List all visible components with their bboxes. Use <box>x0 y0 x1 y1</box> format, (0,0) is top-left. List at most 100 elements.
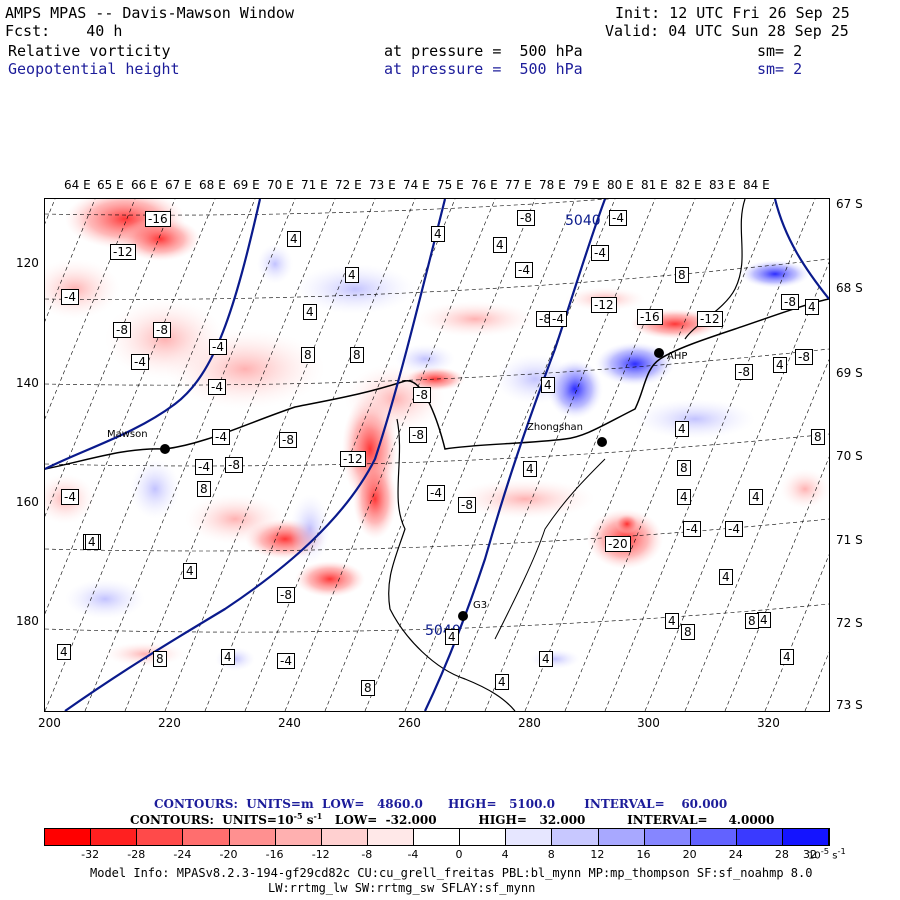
ice-boundary-east <box>494 458 606 640</box>
vorticity-contour-label: -4 <box>549 311 567 327</box>
vorticity-contour-label: -8 <box>517 210 535 226</box>
lon-tick-label: 75 E <box>437 178 464 192</box>
parallel-line <box>45 518 829 552</box>
colorbar-swatch <box>275 829 322 845</box>
meridian-line <box>84 199 296 711</box>
vorticity-contour-label: 8 <box>745 613 759 629</box>
vorticity-contour-label: -4 <box>208 379 226 395</box>
x-tick-label: 300 <box>637 716 660 730</box>
vorticity-cell <box>295 561 365 597</box>
parallel-line <box>45 348 829 386</box>
vorticity-cell <box>635 399 755 439</box>
lon-tick-label: 79 E <box>573 178 600 192</box>
height-contour <box>64 199 447 711</box>
meridian-line <box>484 199 696 711</box>
vorticity-contour-label: 8 <box>675 267 689 283</box>
lon-tick-label: 68 E <box>199 178 226 192</box>
lon-tick-label: 64 E <box>64 178 91 192</box>
vorticity-contour-label: 4 <box>495 674 509 690</box>
lon-tick-label: 74 E <box>403 178 430 192</box>
colorbar-swatch <box>137 829 184 845</box>
colorbar-tick-label: 0 <box>455 848 463 861</box>
colorbar-swatch <box>414 829 461 845</box>
colorbar-swatch <box>552 829 599 845</box>
lon-tick-label: 84 E <box>743 178 770 192</box>
station-label: G3 <box>473 600 487 611</box>
vorticity-contour-label: 8 <box>361 680 375 696</box>
field2-smoothing: sm= 2 <box>757 60 803 78</box>
contour-range: LOW= -32.000 HIGH= 32.000 INTERVAL= 4.00… <box>322 813 775 827</box>
y-tick-label: 120 <box>16 256 39 270</box>
vorticity-contour-label: 4 <box>221 649 235 665</box>
vorticity-cell <box>740 260 810 288</box>
vorticity-contour-label: 8 <box>153 651 167 667</box>
colorbar-swatch <box>367 829 414 845</box>
vorticity-contour-label: -4 <box>61 289 79 305</box>
contour-units-exp: -5 <box>293 811 303 821</box>
vorticity-contour-label: -8 <box>795 349 813 365</box>
vorticity-contour-label: 4 <box>85 534 99 550</box>
x-tick-label: 240 <box>278 716 301 730</box>
lon-tick-label: 71 E <box>301 178 328 192</box>
lon-tick-label: 72 E <box>335 178 362 192</box>
vorticity-contour-label: -20 <box>605 536 631 552</box>
vorticity-contour-label: 8 <box>301 347 315 363</box>
vorticity-cell <box>120 217 200 261</box>
vorticity-shading <box>45 199 829 671</box>
lon-tick-label: 65 E <box>97 178 124 192</box>
colorbar-swatch <box>783 829 830 845</box>
vorticity-contour-label: 4 <box>183 563 197 579</box>
vorticity-contour-label: 8 <box>197 481 211 497</box>
vorticity-cell <box>395 344 455 374</box>
vorticity-contour-label: 8 <box>811 429 825 445</box>
cb-units-s-exp: -1 <box>837 846 846 856</box>
vorticity-cell <box>495 354 575 404</box>
lon-tick-label: 81 E <box>641 178 668 192</box>
vorticity-contour-label: 8 <box>350 347 364 363</box>
colorbar-tick-label: -28 <box>127 848 146 861</box>
vorticity-contour-label: -12 <box>591 297 617 313</box>
colorbar-tick-label: 12 <box>590 848 605 861</box>
field1-name: Relative vorticity <box>8 42 171 60</box>
y-tick-label: 160 <box>16 495 39 509</box>
station-label: Zhongshan <box>527 422 583 433</box>
cb-units-base: 10 <box>808 850 821 862</box>
meridian-line <box>444 199 656 711</box>
cb-units-exp: -5 <box>820 846 830 856</box>
station-marker <box>654 348 664 358</box>
plot-title: AMPS MPAS -- Davis-Mawson Window <box>5 4 294 22</box>
vorticity-cell <box>295 264 415 314</box>
vorticity-contour-label: 4 <box>805 299 819 315</box>
x-tick-label: 200 <box>38 716 61 730</box>
lat-tick-label: 67 S <box>836 197 863 211</box>
vorticity-contour-label: -8 <box>153 322 171 338</box>
vorticity-cell <box>615 514 639 534</box>
meridian-line <box>45 199 256 711</box>
vorticity-contour-label: -12 <box>697 311 723 327</box>
vorticity-contour-label: 4 <box>780 649 794 665</box>
vorticity-cell <box>45 259 120 319</box>
vorticity-contour-label: -8 <box>735 364 753 380</box>
vorticity-contour-info: CONTOURS: UNITS=10-5 s-1 LOW= -32.000 HI… <box>130 811 774 827</box>
vorticity-contour-label: 4 <box>719 569 733 585</box>
vorticity-contour-label: 4 <box>675 421 689 437</box>
meridian-line <box>284 199 496 711</box>
colorbar-swatch <box>598 829 645 845</box>
vorticity-contour-label: -4 <box>427 485 445 501</box>
vorticity-contour-label: 4 <box>303 304 317 320</box>
vorticity-contour-label: -8 <box>458 497 476 513</box>
x-tick-label: 320 <box>757 716 780 730</box>
lat-tick-label: 68 S <box>836 281 863 295</box>
vorticity-cell <box>165 329 325 409</box>
vorticity-contour-label: 4 <box>677 489 691 505</box>
model-info-line2: LW:rrtmg_lw SW:rrtmg_sw SFLAY:sf_mynn <box>268 881 536 895</box>
meridian-line <box>404 199 616 711</box>
field1-smoothing: sm= 2 <box>757 42 803 60</box>
ice-shelf-boundary <box>388 418 516 711</box>
colorbar-tick-label: 32 <box>803 848 817 861</box>
station-label: AHP <box>667 351 687 362</box>
meridian-line <box>204 199 416 711</box>
lat-tick-label: 73 S <box>836 698 863 712</box>
colorbar <box>44 828 830 846</box>
